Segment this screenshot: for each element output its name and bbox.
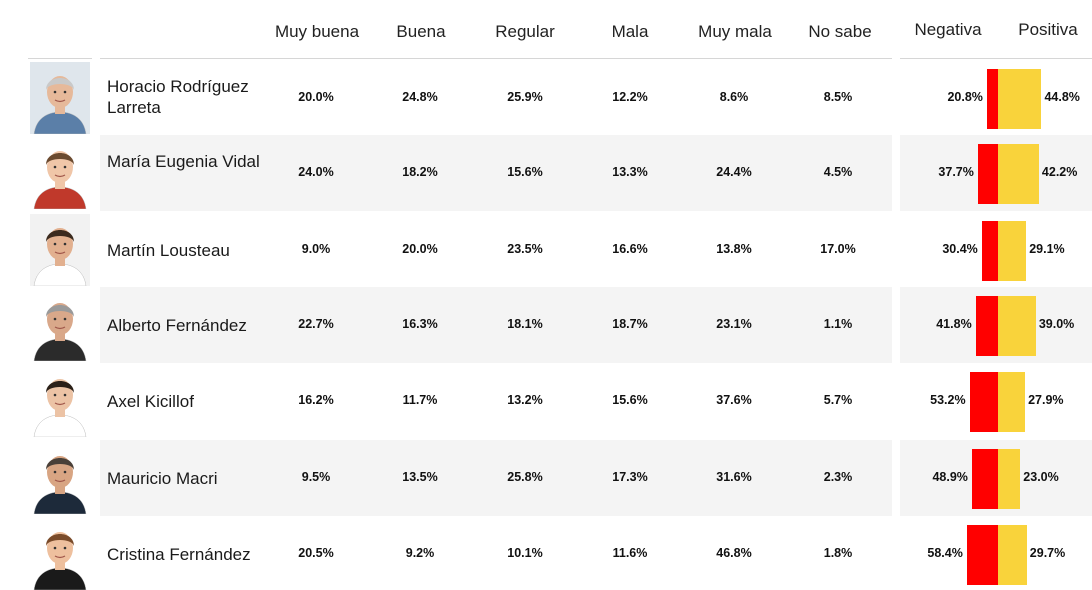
- row-shade: [100, 135, 892, 211]
- bar-negativa: [986, 69, 998, 129]
- label-negativa: 20.8%: [947, 90, 983, 104]
- row-shade: [100, 287, 892, 363]
- cell-buena: 18.2%: [402, 165, 438, 179]
- cell-muy-buena: 20.5%: [298, 546, 334, 560]
- cell-no-sabe: 4.5%: [823, 165, 853, 179]
- bar-positiva: [998, 221, 1027, 281]
- cell-buena: 20.0%: [402, 242, 438, 256]
- avatar: [30, 442, 90, 514]
- row-shade: [100, 440, 892, 516]
- bar-positiva: [998, 449, 1021, 509]
- avatar: [30, 62, 90, 134]
- bar-positiva: [998, 69, 1042, 129]
- cell-muy-mala: 13.8%: [716, 242, 752, 256]
- avatar: [30, 365, 90, 437]
- cell-muy-buena: 16.2%: [298, 393, 334, 407]
- label-negativa: 30.4%: [942, 242, 978, 256]
- header-divider-bars: [900, 58, 1092, 59]
- cell-mala: 12.2%: [612, 90, 648, 104]
- col-header-muy-mala: Muy mala: [698, 22, 772, 41]
- candidate-name: Alberto Fernández: [107, 316, 247, 335]
- cell-regular: 13.2%: [507, 393, 543, 407]
- label-positiva: 23.0%: [1023, 470, 1059, 484]
- col-header-muy-buena: Muy buena: [274, 22, 360, 41]
- bar-negativa: [969, 372, 998, 432]
- label-negativa: 53.2%: [930, 393, 966, 407]
- bar-negativa: [975, 296, 998, 356]
- cell-no-sabe: 8.5%: [823, 90, 853, 104]
- label-positiva: 29.7%: [1029, 546, 1066, 560]
- bar-positiva: [998, 296, 1036, 356]
- bar-positiva: [998, 372, 1026, 432]
- col-header-positiva: Positiva: [1018, 20, 1078, 39]
- label-positiva: 27.9%: [1028, 393, 1064, 407]
- cell-regular: 18.1%: [507, 317, 543, 331]
- cell-mala: 18.7%: [612, 317, 648, 331]
- cell-muy-mala: 24.4%: [716, 165, 752, 179]
- label-positiva: 42.2%: [1041, 165, 1078, 179]
- avatar: [30, 518, 90, 590]
- bar-positiva: [998, 525, 1027, 585]
- cell-no-sabe: 17.0%: [820, 242, 856, 256]
- candidate-name: Horacio Rodríguez Larreta: [107, 77, 249, 117]
- cell-regular: 25.8%: [507, 470, 543, 484]
- bar-negativa: [977, 144, 998, 204]
- cell-buena: 16.3%: [402, 317, 438, 331]
- cell-mala: 16.6%: [612, 242, 648, 256]
- bar-positiva: [998, 144, 1039, 204]
- header-divider-photo: [28, 58, 92, 59]
- col-header-mala: Mala: [611, 22, 649, 41]
- candidate-name: Cristina Fernández: [107, 545, 251, 564]
- cell-regular: 25.9%: [507, 90, 543, 104]
- cell-regular: 15.6%: [507, 165, 543, 179]
- col-header-no-sabe: No sabe: [808, 22, 872, 41]
- cell-regular: 23.5%: [507, 242, 543, 256]
- candidate-name: Axel Kicillof: [107, 392, 194, 411]
- candidate-name: María Eugenia Vidal: [107, 152, 260, 171]
- cell-muy-buena: 9.0%: [301, 242, 331, 256]
- cell-muy-mala: 37.6%: [716, 393, 752, 407]
- avatar: [30, 289, 90, 361]
- col-header-buena: Buena: [396, 22, 446, 41]
- col-header-regular: Regular: [495, 22, 555, 41]
- cell-muy-buena: 20.0%: [298, 90, 334, 104]
- cell-muy-mala: 46.8%: [716, 546, 752, 560]
- label-positiva: 39.0%: [1038, 317, 1075, 331]
- cell-regular: 10.1%: [507, 546, 543, 560]
- cell-mala: 15.6%: [612, 393, 648, 407]
- cell-no-sabe: 2.3%: [823, 470, 853, 484]
- label-negativa: 37.7%: [938, 165, 974, 179]
- cell-muy-buena: 9.5%: [301, 470, 331, 484]
- cell-buena: 24.8%: [402, 90, 438, 104]
- cell-buena: 11.7%: [402, 393, 438, 407]
- avatar: [30, 214, 90, 286]
- label-negativa: 41.8%: [936, 317, 972, 331]
- cell-muy-buena: 22.7%: [298, 317, 334, 331]
- label-negativa: 48.9%: [932, 470, 968, 484]
- cell-muy-mala: 31.6%: [716, 470, 752, 484]
- cell-mala: 13.3%: [612, 165, 648, 179]
- cell-no-sabe: 1.1%: [823, 317, 853, 331]
- cell-buena: 9.2%: [405, 546, 435, 560]
- cell-muy-buena: 24.0%: [298, 165, 334, 179]
- candidate-name: Martín Lousteau: [107, 241, 230, 260]
- bar-negativa: [981, 221, 998, 281]
- cell-mala: 11.6%: [612, 546, 648, 560]
- candidate-name: Mauricio Macri: [107, 469, 218, 488]
- cell-buena: 13.5%: [402, 470, 438, 484]
- cell-no-sabe: 1.8%: [823, 546, 853, 560]
- label-negativa: 58.4%: [927, 546, 963, 560]
- bar-negativa: [966, 525, 998, 585]
- cell-muy-mala: 23.1%: [716, 317, 752, 331]
- cell-muy-mala: 8.6%: [719, 90, 749, 104]
- bar-negativa: [971, 449, 998, 509]
- cell-mala: 17.3%: [612, 470, 648, 484]
- col-header-negativa: Negativa: [914, 20, 982, 39]
- label-positiva: 44.8%: [1044, 90, 1080, 104]
- avatar: [30, 137, 90, 209]
- header-divider: [100, 58, 892, 59]
- cell-no-sabe: 5.7%: [823, 393, 853, 407]
- label-positiva: 29.1%: [1029, 242, 1065, 256]
